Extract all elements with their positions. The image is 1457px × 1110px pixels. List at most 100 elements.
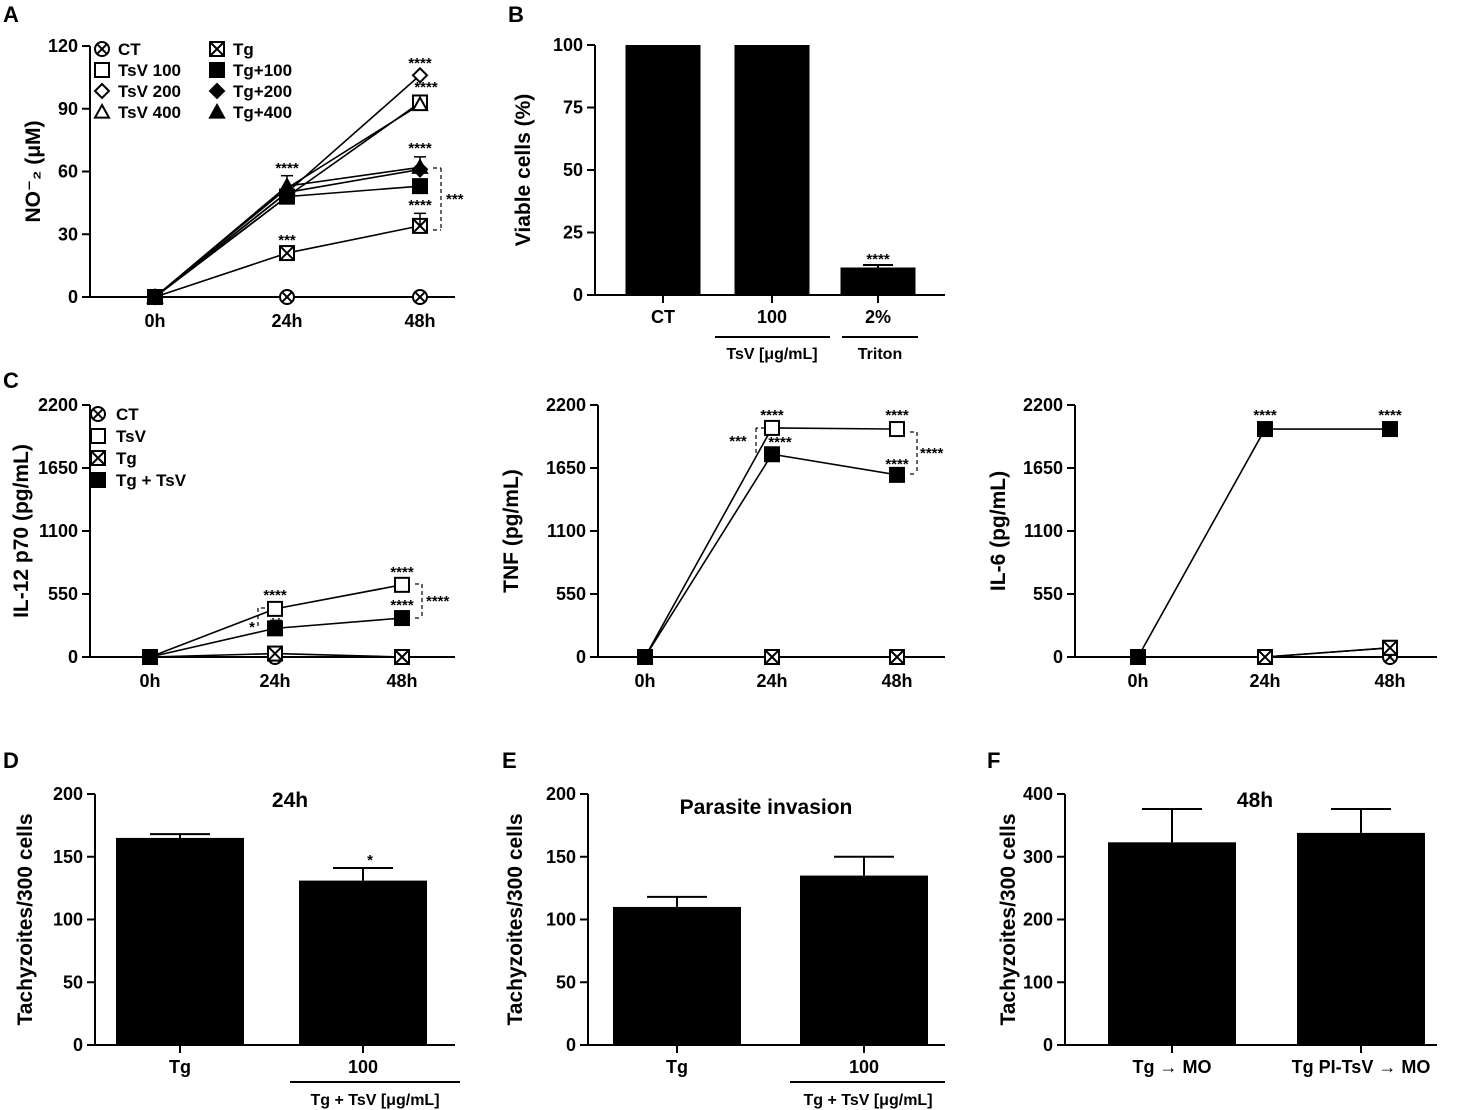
panel-a-legend-marker-cross bbox=[209, 41, 225, 57]
panel-c-legend-marker bbox=[90, 450, 106, 466]
panel-e-xtick-label: Tg bbox=[666, 1057, 688, 1077]
panel-c-legend-marker-box bbox=[90, 428, 106, 444]
panel-c3-point bbox=[1382, 421, 1398, 438]
panel-c2-point bbox=[889, 649, 905, 665]
panel-c-ytick-label: 2200 bbox=[38, 395, 78, 415]
panel-c3-xtick-label: 48h bbox=[1374, 671, 1405, 691]
panel-a-legend-marker-shape bbox=[208, 82, 226, 100]
panel-b-ytick-label: 100 bbox=[553, 35, 583, 55]
panel-a-sig: **** bbox=[408, 197, 432, 214]
panel-a-legend-marker-box bbox=[209, 62, 225, 78]
panel-a-sig: *** bbox=[278, 232, 296, 249]
panel-c-sig: **** bbox=[263, 587, 287, 604]
panel-a-point-shape bbox=[411, 95, 429, 112]
panel-c3-sig: **** bbox=[1378, 407, 1402, 424]
panel-c-point-cross bbox=[267, 645, 283, 662]
panel-c-legend-marker bbox=[90, 406, 106, 422]
panel-c3-point-cross bbox=[1257, 649, 1273, 665]
panel-c-legend-marker-cross bbox=[92, 408, 104, 420]
panel-e-ytick-label: 200 bbox=[546, 784, 576, 804]
panel-a-legend-marker-cross bbox=[96, 43, 108, 55]
panel-c-point bbox=[267, 600, 283, 617]
panel-a-point bbox=[279, 245, 295, 262]
panel-label-d: D bbox=[3, 748, 19, 773]
panel-f-bar bbox=[1297, 832, 1425, 1045]
panel-c-point bbox=[267, 620, 283, 637]
panel-c-sig: * bbox=[249, 619, 255, 636]
panel-a-legend-marker bbox=[209, 62, 225, 78]
panel-e-ytick-label: 50 bbox=[556, 972, 576, 992]
panel-d-group-label: Tg + TsV [μg/mL] bbox=[310, 1092, 439, 1109]
panel-a-point bbox=[412, 178, 428, 195]
panel-a-legend-marker bbox=[209, 41, 225, 57]
panel-d-ytick-label: 50 bbox=[63, 972, 83, 992]
panel-a-point-box bbox=[412, 178, 428, 195]
panel-c-legend-label: TsV bbox=[116, 427, 147, 446]
panel-b-ytick-label: 75 bbox=[563, 98, 583, 118]
panel-c2-series-line bbox=[644, 453, 898, 658]
panel-d-bar bbox=[116, 837, 244, 1045]
panel-a-legend-label: Tg bbox=[233, 40, 254, 59]
panel-b-group-label: TsV [μg/mL] bbox=[726, 346, 817, 363]
panel-a-legend-marker bbox=[93, 102, 111, 119]
panel-b-ytick-label: 25 bbox=[563, 223, 583, 243]
panel-b-ylabel: Viable cells (%) bbox=[512, 94, 535, 247]
panel-a-legend-marker-box bbox=[94, 62, 110, 78]
panel-f-ytick-label: 100 bbox=[1023, 972, 1053, 992]
panel-a-xtick-label: 0h bbox=[144, 311, 165, 331]
panel-c3-ytick-label: 2200 bbox=[1023, 395, 1063, 415]
panel-a-sig: *** bbox=[446, 191, 464, 208]
panel-c-ytick-label: 550 bbox=[48, 584, 78, 604]
panel-f-xtick-label: Tg → MO bbox=[1133, 1057, 1212, 1077]
panel-c2-ylabel: TNF (pg/mL) bbox=[500, 469, 523, 593]
panel-c2-sig: **** bbox=[885, 407, 909, 424]
panel-a-legend-marker-shape bbox=[93, 82, 111, 100]
panel-c3-point bbox=[1130, 649, 1146, 665]
panel-c-sig: **** bbox=[426, 593, 450, 610]
panel-a-legend-marker bbox=[94, 41, 110, 57]
panel-a-ytick-label: 0 bbox=[68, 287, 78, 307]
panel-a-legend-label: Tg+400 bbox=[233, 103, 292, 122]
panel-c-ytick-label: 1100 bbox=[39, 521, 78, 541]
panel-c2-point bbox=[889, 421, 905, 438]
panel-b-group-label: Triton bbox=[858, 346, 902, 363]
panel-c2-sig: **** bbox=[768, 434, 792, 451]
panel-c-sig: ** bbox=[270, 615, 282, 632]
panel-e-bar bbox=[613, 906, 741, 1045]
panel-d-bar bbox=[299, 880, 427, 1045]
panel-c3-point bbox=[1257, 649, 1273, 665]
panel-c-point-cross bbox=[394, 649, 410, 665]
panel-a-ytick-label: 90 bbox=[58, 99, 78, 119]
panel-c3-xtick-label: 0h bbox=[1127, 671, 1148, 691]
panel-a-point bbox=[146, 287, 164, 304]
panel-c-legend-marker bbox=[90, 428, 106, 444]
panel-c2-point-box bbox=[637, 649, 653, 665]
panel-a-legend-marker bbox=[94, 62, 110, 78]
panel-b-bar bbox=[840, 267, 916, 295]
panel-c-point bbox=[394, 576, 410, 593]
panel-c2-point-box bbox=[889, 466, 905, 483]
panel-f-bar bbox=[1108, 842, 1236, 1045]
panel-a-point-cross bbox=[281, 291, 293, 303]
panel-f-ytick-label: 400 bbox=[1023, 784, 1053, 804]
panel-c2-sig: **** bbox=[885, 456, 909, 473]
panel-c2-ytick-label: 550 bbox=[556, 584, 586, 604]
panel-b-ytick-label: 50 bbox=[563, 160, 583, 180]
panel-c2-ytick-label: 2200 bbox=[546, 395, 586, 415]
panel-c-point bbox=[394, 649, 410, 665]
panel-f-title: 48h bbox=[1237, 789, 1273, 812]
panel-c2-ytick-label: 0 bbox=[576, 647, 586, 667]
panel-c-ylabel: IL-12 p70 (pg/mL) bbox=[10, 444, 33, 618]
panel-d-ytick-label: 200 bbox=[53, 784, 83, 804]
panel-c-point-box bbox=[267, 600, 283, 617]
panel-c3-series-line bbox=[1137, 428, 1390, 658]
panel-d-ylabel: Tachyzoites/300 cells bbox=[14, 813, 37, 1025]
panel-a-legend-marker-shape bbox=[208, 102, 226, 119]
panel-c2-point bbox=[889, 466, 905, 483]
panel-a-legend-label: CT bbox=[118, 40, 141, 59]
panel-c2-xtick-label: 48h bbox=[881, 671, 912, 691]
panel-c-ytick-label: 0 bbox=[68, 647, 78, 667]
panel-d-ytick-label: 150 bbox=[53, 847, 83, 867]
panel-a-point bbox=[279, 289, 295, 305]
